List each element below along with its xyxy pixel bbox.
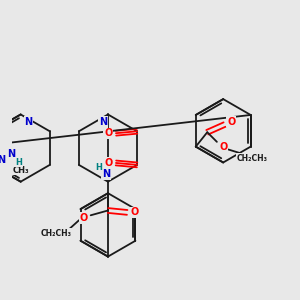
- Text: O: O: [131, 207, 139, 218]
- Text: N: N: [99, 117, 107, 127]
- Text: O: O: [220, 142, 228, 152]
- Text: N: N: [7, 149, 15, 159]
- Text: N: N: [102, 169, 110, 179]
- Text: N: N: [0, 155, 5, 165]
- Text: O: O: [104, 158, 112, 168]
- Text: CH₂CH₃: CH₂CH₃: [237, 154, 268, 163]
- Text: O: O: [104, 128, 112, 138]
- Text: O: O: [80, 213, 88, 223]
- Text: N: N: [24, 117, 32, 127]
- Text: H: H: [95, 163, 102, 172]
- Text: O: O: [227, 117, 236, 127]
- Text: H: H: [15, 158, 22, 166]
- Text: CH₃: CH₃: [12, 166, 29, 175]
- Text: CH₂CH₃: CH₂CH₃: [40, 229, 72, 238]
